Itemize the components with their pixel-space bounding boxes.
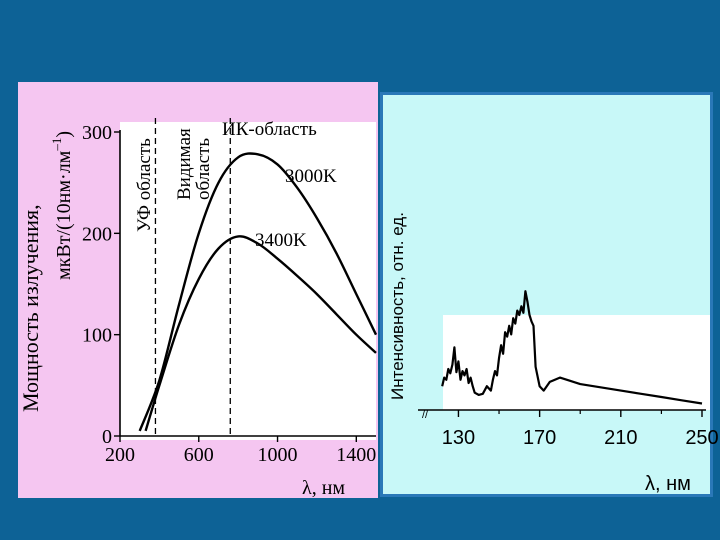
left-y-tick-label: 0	[102, 426, 112, 448]
left-y-axis-unit: мкВт/(10нм·лм–1)	[49, 131, 75, 280]
left-x-tick-label: 1000	[258, 444, 298, 466]
left-x-tick-label: 600	[184, 444, 214, 466]
left-y-unit-sup: –1	[49, 138, 64, 152]
uv-region-label: УФ область	[134, 138, 155, 232]
right-x-tick-label: 250	[685, 427, 718, 449]
right-x-ticks: 130 170 210 250	[442, 410, 719, 449]
right-chart-panel	[380, 92, 713, 497]
right-x-tick-label: 170	[523, 427, 556, 449]
svg-text:мкВт/(10нм·лм–1): мкВт/(10нм·лм–1)	[49, 131, 75, 280]
right-x-tick-label: 210	[604, 427, 637, 449]
left-x-tick-label: 1400	[336, 444, 376, 466]
right-axis-break: //	[422, 409, 429, 421]
left-y-tick-label: 300	[82, 122, 112, 144]
right-x-tick-label: 130	[442, 427, 475, 449]
left-y-unit-close: )	[53, 131, 75, 138]
left-series	[138, 152, 378, 432]
left-plot-area	[120, 122, 376, 440]
left-y-tick-label: 200	[82, 223, 112, 245]
left-y-axis-title: Мощность излучения,	[18, 204, 43, 412]
right-chart: // 130 170 210 250 Интенсивность, отн. ед. …	[388, 212, 719, 495]
right-x-axis-title: λ, нм	[645, 473, 691, 495]
spectrum-line	[441, 290, 703, 405]
left-y-unit-main: мкВт/(10нм·лм	[53, 150, 75, 280]
series-label-3400k: 3400K	[255, 230, 307, 251]
visible-region-label-2: область	[193, 138, 214, 200]
right-y-axis-title: Интенсивность, отн. ед.	[388, 212, 407, 400]
ir-region-label: ИК-область	[222, 119, 317, 140]
left-x-tick-label: 200	[105, 444, 135, 466]
left-x-ticks: 200 600 1000 1400	[105, 436, 376, 466]
series-label-3000k: 3000K	[285, 166, 337, 187]
series-line-3400k	[144, 235, 377, 432]
left-y-tick-label: 100	[82, 325, 112, 347]
right-series	[441, 290, 703, 405]
left-x-axis-title: λ, нм	[302, 477, 345, 499]
left-region-boundaries	[154, 118, 231, 436]
left-y-ticks: 0 100 200 300	[82, 122, 120, 448]
right-plot-area	[443, 315, 710, 410]
series-line-3000k	[138, 152, 378, 432]
left-chart: 200 600 1000 1400 0 100 200 300 УФ область Вид…	[18, 118, 378, 499]
visible-region-label-1: Видимая	[174, 128, 195, 200]
